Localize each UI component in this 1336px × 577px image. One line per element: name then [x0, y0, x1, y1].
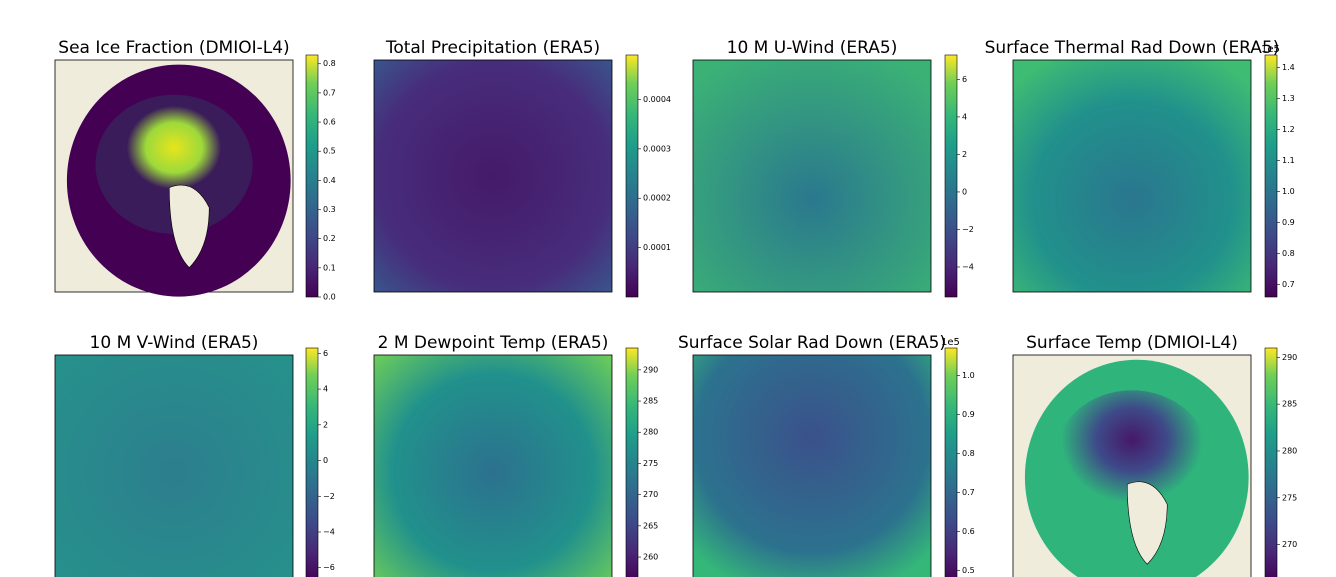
colorbar-tick-label: 1.0	[962, 371, 975, 380]
colorbar-tick-label: 270	[643, 490, 658, 499]
colorbar-tick-label: 4	[323, 385, 328, 394]
colorbar-tick-label: 0.6	[323, 118, 336, 127]
colorbar-tick-label: 0	[962, 187, 967, 196]
colorbar-tick-label: 0.8	[323, 59, 336, 68]
map-field	[95, 94, 253, 235]
colorbar-tick-label: 270	[1282, 540, 1297, 549]
colorbar-tick-label: 0.6	[962, 527, 975, 536]
colorbar-offset: 1e5	[1261, 44, 1280, 55]
panel-title: Surface Temp (DMIOI-L4)	[1026, 333, 1238, 353]
colorbar-tick-label: 0.7	[1282, 280, 1295, 289]
colorbar-tick-label: 280	[1282, 446, 1297, 455]
panel-title: Sea Ice Fraction (DMIOI-L4)	[58, 38, 289, 58]
colorbar	[305, 347, 319, 577]
greenland	[1126, 481, 1168, 565]
colorbar-tick-label: 0.0002	[643, 194, 671, 203]
colorbar-tick-label: 6	[962, 75, 967, 84]
colorbar-tick-label: −2	[962, 225, 974, 234]
colorbar-tick-label: 265	[643, 521, 658, 530]
colorbar-tick-label: 0.1	[323, 263, 336, 272]
map-field	[373, 59, 613, 293]
colorbar-tick-label: 4	[962, 112, 967, 121]
colorbar-tick-label: 0.7	[962, 488, 975, 497]
colorbar-tick-label: 260	[643, 553, 658, 562]
panel-title: 2 M Dewpoint Temp (ERA5)	[378, 333, 609, 353]
colorbar-tick-label: 0.8	[962, 449, 975, 458]
colorbar-tick-label: 0.0001	[643, 243, 671, 252]
colorbar-tick-label: 1.0	[1282, 187, 1295, 196]
map-field	[1012, 59, 1252, 293]
panel-title: Total Precipitation (ERA5)	[385, 38, 600, 58]
colorbar-tick-label: 275	[643, 459, 658, 468]
colorbar-tick-label: 0.7	[323, 88, 336, 97]
colorbar-tick-label: 280	[643, 428, 658, 437]
colorbar-tick-label: 0.0004	[643, 95, 671, 104]
colorbar-tick-label: −6	[323, 563, 335, 572]
colorbar-tick-label: −4	[962, 262, 974, 271]
colorbar-tick-label: 285	[643, 397, 658, 406]
colorbar-tick-label: 0.9	[1282, 218, 1295, 227]
map-field	[373, 354, 613, 577]
colorbar-tick-label: 0.4	[323, 176, 336, 185]
colorbar-tick-label: 290	[1282, 353, 1297, 362]
panel-title: Surface Solar Rad Down (ERA5)	[678, 333, 946, 353]
colorbar-tick-label: 1.4	[1282, 63, 1295, 72]
colorbar-tick-label: 0.5	[962, 566, 975, 575]
colorbar-tick-label: −4	[323, 527, 335, 536]
map-field	[1053, 390, 1211, 532]
colorbar	[944, 347, 958, 577]
panel-title: 10 M V-Wind (ERA5)	[90, 333, 259, 353]
colorbar	[944, 54, 958, 298]
colorbar-tick-label: 0.0003	[643, 144, 671, 153]
colorbar	[1264, 54, 1278, 298]
colorbar-tick-label: 2	[962, 150, 967, 159]
map-field	[692, 59, 932, 293]
panel-title: 10 M U-Wind (ERA5)	[727, 38, 898, 58]
colorbar-tick-label: 2	[323, 420, 328, 429]
colorbar	[625, 347, 639, 577]
panel-title: Surface Thermal Rad Down (ERA5)	[985, 38, 1280, 58]
colorbar-tick-label: 1.2	[1282, 125, 1295, 134]
colorbar-tick-label: 0.9	[962, 410, 975, 419]
colorbar-tick-label: 1.1	[1282, 156, 1295, 165]
colorbar-tick-label: 290	[643, 365, 658, 374]
colorbar-tick-label: −2	[323, 492, 335, 501]
colorbar	[305, 54, 319, 298]
map-field	[54, 354, 294, 577]
colorbar-tick-label: 1.3	[1282, 94, 1295, 103]
colorbar-tick-label: 0	[323, 456, 328, 465]
colorbar-tick-label: 6	[323, 349, 328, 358]
colorbar-tick-label: 0.0	[323, 293, 336, 302]
colorbar-tick-label: 285	[1282, 400, 1297, 409]
colorbar-tick-label: 0.3	[323, 205, 336, 214]
colorbar-tick-label: 275	[1282, 493, 1297, 502]
colorbar-tick-label: 0.2	[323, 234, 336, 243]
colorbar-tick-label: 0.5	[323, 147, 336, 156]
colorbar	[1264, 347, 1278, 577]
greenland	[168, 184, 210, 269]
colorbar-offset: 1e5	[941, 337, 960, 348]
map-field	[692, 354, 932, 577]
colorbar	[625, 54, 639, 298]
colorbar-tick-label: 0.8	[1282, 249, 1295, 258]
